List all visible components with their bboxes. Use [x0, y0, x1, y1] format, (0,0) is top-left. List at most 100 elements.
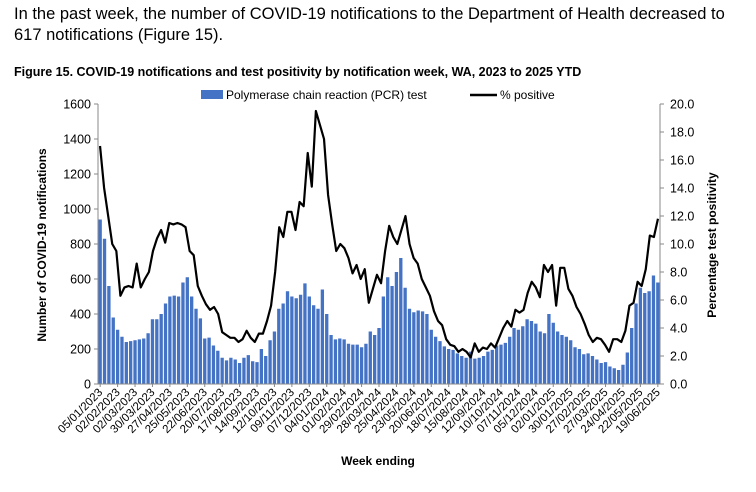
y2-tick-label: 20.0 — [670, 98, 694, 112]
bar — [190, 296, 194, 384]
bar — [272, 331, 277, 384]
bar — [346, 343, 351, 384]
bar — [216, 350, 220, 384]
y2-tick-label: 8.0 — [670, 266, 687, 280]
y-tick-label: 600 — [70, 273, 91, 287]
bar — [616, 370, 621, 384]
bar — [364, 343, 368, 384]
bar — [612, 368, 616, 384]
bar — [521, 326, 525, 384]
bar — [242, 357, 246, 384]
y2-tick-label: 10.0 — [670, 238, 694, 252]
bar — [277, 308, 281, 384]
bar — [403, 287, 407, 384]
y2-tick-label: 2.0 — [670, 350, 687, 364]
bar — [159, 314, 163, 384]
bar — [316, 308, 320, 384]
y2-axis-title: Percentage test positivity — [705, 172, 719, 318]
bar — [229, 357, 233, 384]
bar — [429, 329, 433, 384]
bar — [98, 219, 102, 384]
bar — [486, 351, 490, 385]
bar — [359, 347, 364, 384]
bar — [534, 323, 538, 385]
bar — [298, 294, 303, 384]
bar — [137, 339, 142, 385]
bar — [599, 363, 603, 384]
bar — [163, 303, 168, 384]
bar — [133, 340, 137, 384]
bar — [503, 342, 507, 385]
y-tick-label: 1000 — [63, 203, 91, 217]
bar — [342, 339, 346, 385]
bar — [647, 291, 651, 384]
bar — [656, 282, 660, 384]
bar — [638, 287, 643, 384]
bar — [468, 351, 473, 385]
bar-series — [98, 219, 660, 385]
bar — [268, 340, 272, 384]
y-tick-label: 1600 — [63, 98, 91, 112]
bar — [207, 337, 211, 385]
bar — [481, 356, 486, 384]
bar — [129, 341, 133, 385]
bar — [525, 319, 529, 384]
x-axis-title: Week ending — [341, 454, 415, 468]
bar — [246, 355, 250, 385]
bar — [416, 310, 420, 384]
bar — [303, 283, 307, 385]
bar — [399, 258, 403, 384]
y-axis-ticks: 0 200 400 600 800 1000 1200 1400 1600 — [63, 98, 98, 392]
bar — [372, 335, 377, 384]
legend-label-percent-positive: % positive — [500, 88, 555, 102]
bar — [290, 296, 294, 384]
bar — [573, 347, 577, 384]
bar — [555, 331, 560, 384]
bar — [333, 339, 338, 385]
bar — [168, 296, 172, 384]
bar — [508, 336, 512, 384]
bar — [185, 277, 189, 384]
bar — [111, 317, 115, 384]
bar — [172, 295, 176, 385]
y2-axis-ticks: 0.0 2.0 4.0 6.0 8.0 10.0 12.0 14.0 16.0 18.0 20.0 — [660, 98, 694, 392]
bar — [102, 238, 107, 384]
bar — [307, 296, 311, 384]
bar — [237, 363, 242, 384]
y2-tick-label: 16.0 — [670, 154, 694, 168]
bar — [582, 354, 586, 384]
bar — [420, 311, 425, 385]
y2-tick-label: 0.0 — [670, 378, 687, 392]
bar — [255, 362, 259, 385]
bar — [560, 335, 564, 384]
bar — [355, 344, 359, 385]
bar — [547, 314, 551, 384]
bar — [220, 357, 224, 384]
bar — [211, 345, 216, 384]
bar — [407, 308, 412, 384]
bar — [381, 296, 386, 384]
bar — [338, 338, 342, 384]
bar — [320, 289, 325, 384]
bar — [538, 331, 542, 384]
bar — [142, 338, 146, 384]
bar — [433, 336, 438, 384]
bar — [564, 336, 568, 384]
y-tick-label: 1400 — [63, 133, 91, 147]
bar — [412, 312, 416, 384]
bar — [630, 328, 634, 384]
bar — [312, 305, 316, 384]
y-tick-label: 200 — [70, 343, 91, 357]
bar — [146, 333, 150, 384]
bar — [477, 357, 481, 384]
y2-tick-label: 14.0 — [670, 182, 694, 196]
y2-tick-label: 6.0 — [670, 294, 687, 308]
bar — [259, 349, 264, 384]
y2-tick-label: 18.0 — [670, 126, 694, 140]
bar — [425, 314, 429, 384]
y-tick-label: 400 — [70, 308, 91, 322]
bar — [643, 293, 647, 384]
y-tick-label: 1200 — [63, 168, 91, 182]
bar — [442, 346, 446, 385]
